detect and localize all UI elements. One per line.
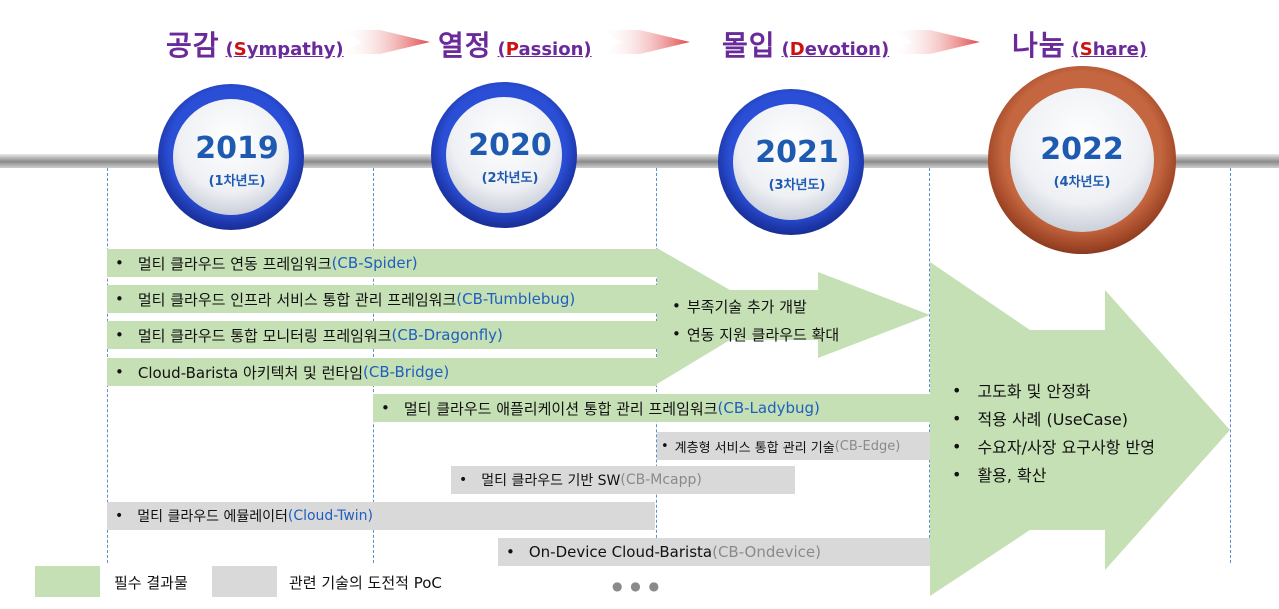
phase-ko: 공감	[166, 29, 220, 62]
task-bar-cb-dragonfly: • 멀티 클라우드 통합 모니터링 프레임워크 (CB-Dragonfly)	[107, 321, 657, 349]
year-circles	[158, 66, 1176, 254]
year-circle-2021	[718, 89, 864, 235]
task-bar-cb-spider: • 멀티 클라우드 연동 프레임워크 (CB-Spider)	[107, 249, 657, 277]
task-bar-cb-edge: • 계층형 서비스 통합 관리 기술 (CB-Edge)	[657, 432, 930, 460]
year-sub: (3차년도)	[768, 178, 826, 193]
phase-ko: 몰입	[722, 29, 776, 62]
phase-heading: 열정 (Passion)	[438, 24, 592, 64]
list-item: • 연동 지원 클라우드 확대	[672, 325, 840, 344]
phase-en: (Sympathy)	[225, 39, 344, 60]
timeline-rail	[0, 154, 1279, 168]
phase-arrow-1	[340, 30, 430, 54]
growth-arrow-1	[657, 248, 930, 384]
year-number: 2022	[1040, 132, 1124, 167]
year-circle-2022	[988, 66, 1176, 254]
year-circle-2020	[431, 82, 577, 228]
year-circle-2019	[158, 84, 304, 230]
year-label: 2019 (1차년도)	[172, 131, 302, 190]
phase-heading: 공감 (Sympathy)	[166, 24, 344, 64]
task-bar-cb-mcapp: • 멀티 클라우드 기반 SW (CB-Mcapp)	[451, 466, 795, 494]
task-bar-cloud-twin: • 멀티 클라우드 에뮬레이터 (Cloud-Twin)	[107, 502, 655, 530]
phase-ko: 열정	[438, 29, 492, 62]
year-label: 2021 (3차년도)	[732, 135, 862, 194]
legend-green-label: 필수 결과물	[114, 574, 188, 592]
phase-heading: 나눔 (Share)	[1012, 24, 1147, 64]
year-label: 2022 (4차년도)	[1017, 132, 1147, 191]
task-bar-cb-bridge: • Cloud-Barista 아키텍처 및 런타임 (CB-Bridge)	[107, 358, 657, 386]
list-item: • 고도화 및 안정화	[952, 380, 1091, 402]
phase-ko: 나눔	[1012, 29, 1066, 62]
arrow1-list: • 부족기술 추가 개발 • 연동 지원 클라우드 확대	[672, 292, 839, 348]
growth-arrow-2	[930, 262, 1230, 596]
arrow2-list: • 고도화 및 안정화 • 적용 사례 (UseCase) • 수요자/사장 요구사항…	[952, 376, 1155, 488]
list-item: • 수요자/사장 요구사항 반영	[952, 436, 1155, 458]
guide-line	[929, 168, 930, 563]
year-sub: (2차년도)	[481, 171, 539, 186]
list-item: • 활용, 확산	[952, 464, 1047, 486]
legend-gray-swatch	[212, 566, 277, 597]
phase-heading: 몰입 (Devotion)	[722, 24, 889, 64]
legend-gray-label: 관련 기술의 도전적 PoC	[289, 574, 442, 592]
list-item: • 적용 사례 (UseCase)	[952, 408, 1129, 430]
year-sub: (4차년도)	[1053, 175, 1111, 190]
task-bar-cb-ladybug: • 멀티 클라우드 애플리케이션 통합 관리 프레임워크 (CB-Ladybug)	[373, 394, 930, 422]
year-label: 2020 (2차년도)	[445, 128, 575, 187]
task-bar-cb-tumblebug: • 멀티 클라우드 인프라 서비스 통합 관리 프레임워크 (CB-Tumbleb…	[107, 285, 657, 313]
phase-en: (Passion)	[497, 39, 592, 60]
phase-en: (Share)	[1071, 39, 1148, 60]
legend-green-swatch	[35, 566, 100, 597]
guide-line	[1230, 168, 1231, 563]
year-number: 2020	[468, 128, 552, 163]
list-item: • 부족기술 추가 개발	[672, 297, 807, 316]
phase-en: (Devotion)	[781, 39, 890, 60]
phase-arrow-2	[600, 30, 690, 54]
task-bar-cb-ondevice: • On-Device Cloud-Barista (CB-Ondevice)	[498, 538, 930, 566]
year-sub: (1차년도)	[208, 174, 266, 189]
year-number: 2019	[195, 131, 279, 166]
more-dots: ● ● ●	[612, 579, 662, 593]
year-number: 2021	[755, 135, 839, 170]
phase-arrow-3	[890, 30, 980, 54]
